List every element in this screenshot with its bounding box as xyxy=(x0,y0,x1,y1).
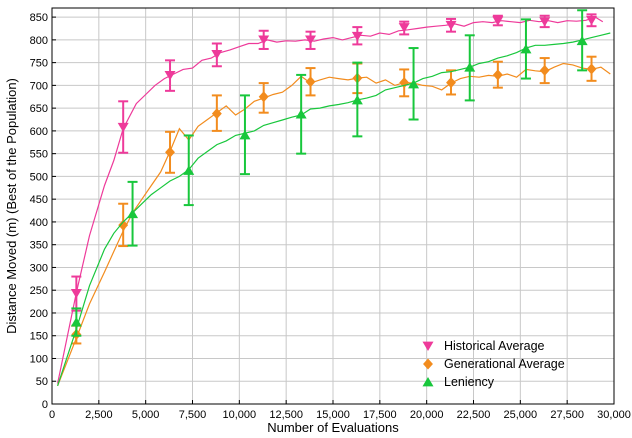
data-point-marker xyxy=(211,50,223,60)
data-point-marker xyxy=(492,16,504,26)
data-point-marker xyxy=(295,109,307,119)
y-tick-label: 850 xyxy=(30,12,48,24)
y-tick-label: 0 xyxy=(42,399,48,411)
x-tick-label: 25,000 xyxy=(504,409,538,421)
legend-label: Leniency xyxy=(444,375,495,389)
data-point-marker xyxy=(408,79,420,89)
x-tick-label: 5,000 xyxy=(132,409,160,421)
y-tick-label: 350 xyxy=(30,240,48,252)
legend-marker xyxy=(423,358,433,370)
series-group xyxy=(57,55,611,387)
x-axis-label: Number of Evaluations xyxy=(267,420,399,435)
data-point-marker xyxy=(586,63,597,75)
data-point-marker xyxy=(492,69,503,81)
series-line xyxy=(57,16,604,384)
legend-label: Historical Average xyxy=(444,339,545,353)
data-point-marker xyxy=(258,35,270,45)
x-tick-label: 10,000 xyxy=(223,409,257,421)
chart-series xyxy=(57,9,611,387)
data-point-marker xyxy=(117,122,129,133)
data-point-marker xyxy=(445,20,457,31)
y-tick-label: 100 xyxy=(30,353,48,365)
data-point-marker xyxy=(464,62,476,72)
data-point-marker xyxy=(586,15,598,26)
y-tick-label: 700 xyxy=(30,80,48,92)
y-tick-label: 500 xyxy=(30,171,48,183)
y-tick-label: 50 xyxy=(36,376,48,388)
y-tick-label: 400 xyxy=(30,217,48,229)
y-axis-label: Distance Moved (m) (Best of the Populati… xyxy=(4,78,19,334)
x-tick-label: 0 xyxy=(49,409,55,421)
y-tick-label: 650 xyxy=(30,103,48,115)
data-point-marker xyxy=(305,76,316,88)
series-group xyxy=(57,9,611,386)
data-point-marker xyxy=(70,317,82,327)
data-point-marker xyxy=(239,130,251,140)
y-tick-label: 550 xyxy=(30,149,48,161)
x-tick-label: 15,000 xyxy=(316,409,350,421)
x-tick-label: 30,000 xyxy=(597,409,631,421)
data-point-marker xyxy=(539,17,551,27)
series-group xyxy=(57,13,604,384)
data-point-marker xyxy=(258,91,269,103)
y-tick-label: 600 xyxy=(30,126,48,138)
x-tick-label: 20,000 xyxy=(410,409,444,421)
y-tick-label: 300 xyxy=(30,262,48,274)
data-point-marker xyxy=(118,219,129,231)
data-point-marker xyxy=(520,44,532,54)
data-point-marker xyxy=(211,108,222,120)
x-tick-label: 22,500 xyxy=(457,409,491,421)
data-point-marker xyxy=(70,288,82,299)
x-tick-label: 17,500 xyxy=(363,409,397,421)
y-tick-label: 200 xyxy=(30,308,48,320)
y-tick-label: 250 xyxy=(30,285,48,297)
data-point-marker xyxy=(351,31,363,42)
y-tick-label: 800 xyxy=(30,35,48,47)
series-line xyxy=(57,62,611,387)
data-point-marker xyxy=(164,70,176,81)
legend-label: Generational Average xyxy=(444,357,565,371)
y-tick-label: 450 xyxy=(30,194,48,206)
y-tick-label: 750 xyxy=(30,58,48,70)
data-point-marker xyxy=(183,165,195,175)
legend-marker xyxy=(422,377,434,387)
data-point-marker xyxy=(305,35,317,45)
y-tick-label: 150 xyxy=(30,331,48,343)
data-point-marker xyxy=(576,35,588,46)
data-point-marker xyxy=(398,23,410,33)
data-point-marker xyxy=(165,146,175,158)
data-point-marker xyxy=(446,77,456,89)
x-tick-label: 12,500 xyxy=(269,409,303,421)
x-tick-label: 27,500 xyxy=(550,409,584,421)
legend-marker xyxy=(422,341,434,351)
chart-legend: Historical Average Generational Average Le… xyxy=(422,339,565,389)
data-point-marker xyxy=(127,208,139,219)
x-tick-label: 2,500 xyxy=(85,409,113,421)
data-point-marker xyxy=(539,64,550,76)
series-line xyxy=(57,32,611,386)
data-point-marker xyxy=(351,94,363,105)
x-tick-label: 7,500 xyxy=(179,409,207,421)
axis-ticks: 0 2,500 5,000 7,500 10,000 12,500 15,000 17,500… xyxy=(30,12,631,421)
